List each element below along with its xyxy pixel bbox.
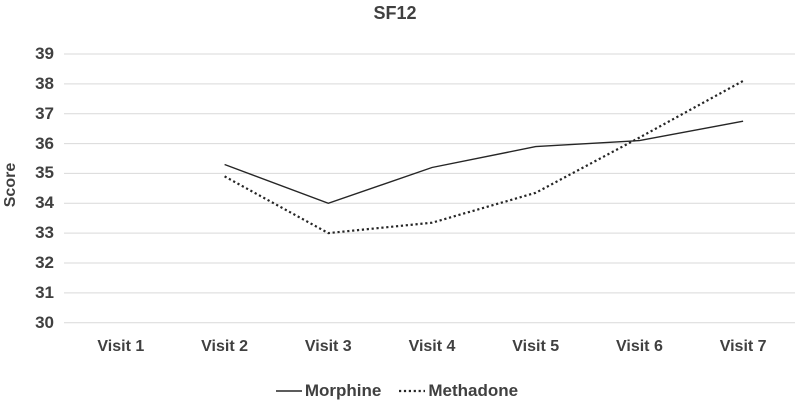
y-tick-label-34: 34	[35, 193, 54, 213]
y-tick-label-38: 38	[35, 73, 54, 93]
x-tick-label-4: Visit 4	[408, 338, 456, 355]
legend-item-morphine: Morphine	[275, 381, 382, 401]
x-tick-label-5: Visit 5	[512, 338, 560, 355]
methadone-dotted-line-swatch	[399, 389, 426, 393]
y-tick-label-30: 30	[35, 312, 54, 332]
horizontal-gridlines	[64, 53, 795, 324]
y-tick-label-32: 32	[35, 252, 54, 272]
y-tick-label-37: 37	[35, 103, 54, 123]
x-tick-label-7: Visit 7	[719, 338, 767, 355]
y-tick-label-33: 33	[35, 223, 54, 243]
y-tick-label-31: 31	[35, 282, 54, 302]
legend-label-methadone: Methadone	[428, 381, 519, 400]
x-tick-label-3: Visit 3	[304, 338, 352, 355]
y-tick-label-35: 35	[35, 163, 54, 183]
x-tick-label-6: Visit 6	[616, 338, 663, 355]
chart-title: SF12	[373, 3, 417, 23]
series-line-methadone	[224, 79, 744, 235]
x-tick-label-1: Visit 1	[97, 338, 145, 355]
legend-item-methadone: Methadone	[399, 381, 518, 401]
legend-label-morphine: Morphine	[304, 381, 382, 400]
series-line-morphine	[224, 120, 744, 205]
morphine-solid-line-swatch	[275, 390, 302, 392]
x-tick-label-2: Visit 2	[201, 338, 248, 355]
legend: Morphine Methadone	[0, 381, 794, 401]
y-tick-label-36: 36	[35, 133, 54, 153]
y-tick-label-39: 39	[35, 44, 54, 63]
